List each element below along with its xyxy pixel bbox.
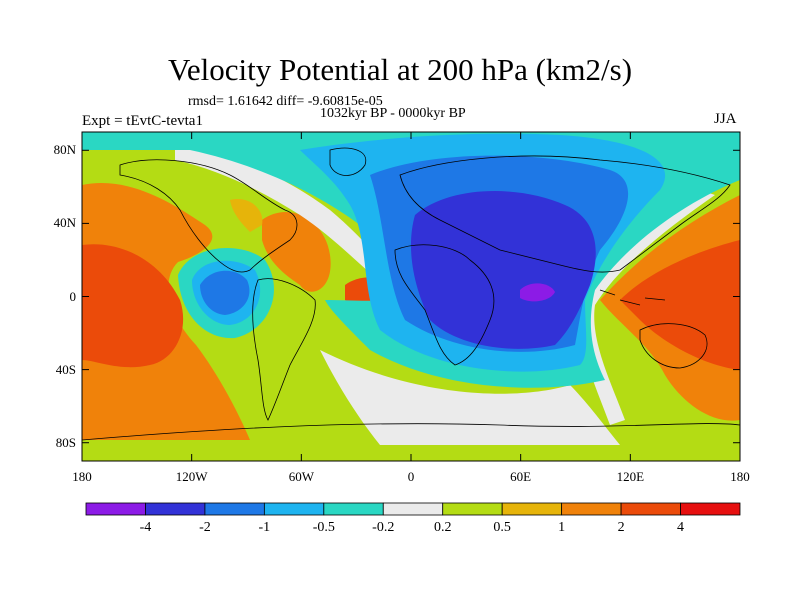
lat-tick-label: 40N: [53, 215, 76, 231]
colorbar-label: 2: [617, 520, 625, 535]
colorbar: [85, 502, 741, 516]
contour-region-east-pacific-strong: [200, 270, 250, 315]
coastlines: [82, 147, 740, 441]
lon-tick-label: 120E: [616, 469, 645, 484]
colorbar-swatch-3: [263, 502, 325, 516]
lat-tick-label: 80S: [55, 434, 76, 450]
experiment-label: Expt = tEvtC-tevta1: [82, 113, 203, 129]
colorbar-swatch-6: [442, 502, 503, 516]
contour-field: [82, 183, 740, 440]
colorbar-label: -0.2: [372, 520, 395, 535]
contour-region-neutral-south: [320, 350, 620, 445]
coastline-greenland: [329, 147, 367, 176]
coastline-africa: [394, 244, 495, 366]
colorbar-label: 0.5: [493, 520, 511, 535]
colorbar-label: -0.5: [312, 520, 335, 535]
colorbar-swatch-0: [85, 502, 146, 516]
stats-line: rmsd= 1.61642 diff= -9.60815e-05: [188, 94, 383, 109]
lat-tick-label: 80N: [53, 142, 76, 158]
coastline-antarctica: [82, 423, 740, 441]
lon-tick-marks: [81, 132, 741, 461]
colorbar-label: -4: [139, 520, 152, 535]
contour-region-negative-extreme: [520, 283, 555, 302]
colorbar-label: 1: [558, 520, 566, 535]
coastline-north-america: [119, 159, 298, 273]
lon-tick-label: 0: [407, 469, 415, 484]
colorbar-swatch-7: [501, 502, 563, 516]
colorbar-label: -2: [199, 520, 211, 535]
colorbar-label: 4: [677, 520, 685, 535]
lat-tick-label: 0: [69, 288, 77, 304]
coastline-south-america: [252, 278, 316, 421]
colorbar-swatch-1: [145, 502, 206, 516]
lat-tick-label: 40S: [55, 361, 76, 377]
colorbar-swatch-5: [382, 502, 444, 516]
contour-region-pacific-strong: [82, 244, 184, 368]
lon-tick-label: 180: [730, 469, 750, 484]
period-line: 1032kyr BP - 0000kyr BP: [320, 106, 466, 121]
contour-region-negative-very-strong: [410, 191, 596, 349]
lon-tick-label: 60E: [510, 469, 532, 484]
contour-region-yellow-band: [230, 199, 263, 232]
map-title: Velocity Potential at 200 hPa (km2/s): [167, 52, 633, 87]
lon-tick-label: 120W: [175, 469, 208, 484]
colorbar-label: -1: [258, 520, 271, 535]
coastline-australia: [639, 323, 708, 369]
colorbar-label: 0.2: [433, 520, 452, 535]
lon-tick-label: 60W: [288, 469, 314, 484]
coastline-indonesia: [599, 289, 666, 306]
colorbar-swatch-10: [680, 502, 741, 516]
lon-tick-label: 180: [72, 469, 92, 484]
lat-tick-marks: [82, 149, 740, 444]
season-label: JJA: [714, 111, 737, 127]
map-plot-area: [82, 132, 740, 461]
contour-negative-field: [82, 132, 740, 445]
colorbar-swatch-2: [204, 502, 265, 516]
colorbar-swatch-4: [323, 502, 384, 516]
contour-region-maritime-strong: [620, 240, 740, 370]
contour-region-atlantic-positive: [262, 212, 331, 292]
colorbar-swatch-9: [620, 502, 681, 516]
contour-region-neutral-east: [575, 190, 715, 425]
colorbar-swatch-8: [561, 502, 622, 516]
coastline-eurasia: [399, 155, 731, 273]
